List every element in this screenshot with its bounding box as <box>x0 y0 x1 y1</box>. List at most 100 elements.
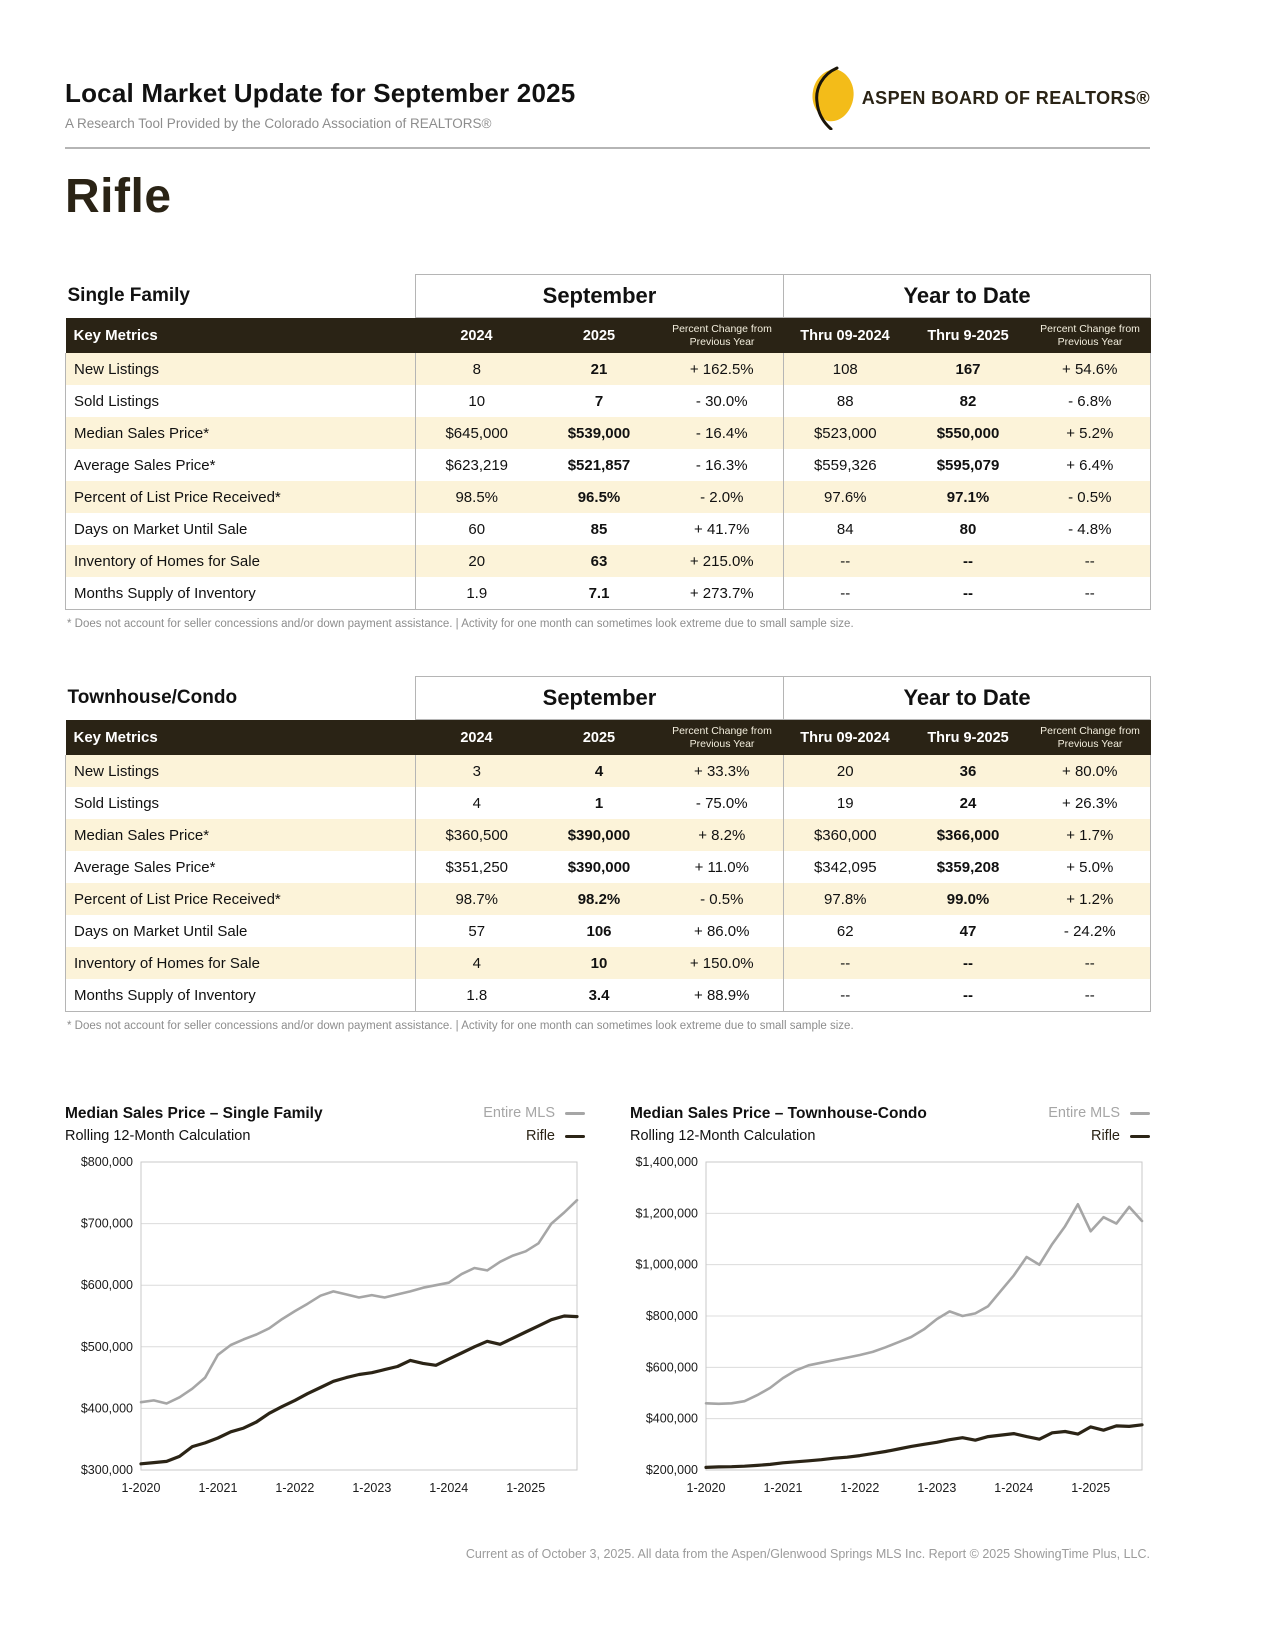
svg-text:1-2022: 1-2022 <box>275 1481 314 1495</box>
line-chart-single-family: $300,000 $400,000 $500,000 $600,000 $700,000… <box>81 1155 579 1495</box>
metric-name: Average Sales Price* <box>65 851 416 884</box>
svg-text:1-2023: 1-2023 <box>917 1481 956 1495</box>
metric-value: - 2.0% <box>660 481 784 514</box>
metric-name: Sold Listings <box>65 787 416 820</box>
metric-value: 36 <box>906 755 1030 788</box>
column-header: 2025 <box>537 719 661 756</box>
metric-value: + 80.0% <box>1029 755 1152 788</box>
column-header: Percent Change from Previous Year <box>1029 317 1151 354</box>
logo-text: ASPEN BOARD OF REALTORS® <box>861 87 1150 108</box>
legend-entry-entire-mls: Entire MLS <box>483 1105 585 1121</box>
metric-value: + 88.9% <box>660 979 784 1013</box>
column-header: Thru 9-2025 <box>906 317 1030 354</box>
chart-townhouse-condo: Median Sales Price – Townhouse-Condo Rol… <box>630 1078 1150 1507</box>
chart-title-block: Median Sales Price – Townhouse-Condo Rol… <box>630 1105 927 1144</box>
metric-value: 21 <box>537 353 661 386</box>
chart-subtitle: Rolling 12-Month Calculation <box>630 1128 816 1145</box>
metric-value: 8 <box>415 353 538 386</box>
table-month-header: September <box>414 274 785 318</box>
metric-value: -- <box>1029 979 1152 1013</box>
metric-value: $521,857 <box>537 449 661 482</box>
metric-value: + 215.0% <box>660 545 784 578</box>
metric-value: $550,000 <box>906 417 1030 450</box>
svg-text:$800,000: $800,000 <box>81 1155 133 1169</box>
metric-name: Percent of List Price Received* <box>65 481 416 514</box>
table-row: Days on Market Until Sale 57 106 + 86.0% 62 4… <box>65 915 1152 948</box>
svg-text:1-2022: 1-2022 <box>840 1481 879 1495</box>
column-header: 2024 <box>415 719 538 756</box>
svg-text:$400,000: $400,000 <box>646 1412 698 1426</box>
report-footer: Current as of October 3, 2025. All data … <box>65 1547 1150 1561</box>
table-band-row: Single Family September Year to Date <box>65 274 1152 318</box>
metric-value: 97.8% <box>783 883 907 916</box>
metric-value: - 0.5% <box>1029 481 1152 514</box>
svg-text:$200,000: $200,000 <box>646 1463 698 1477</box>
svg-text:$700,000: $700,000 <box>81 1217 133 1231</box>
metric-value: 1.8 <box>415 979 538 1013</box>
table-band-row: Townhouse/Condo September Year to Date <box>65 676 1152 721</box>
chart-header: Median Sales Price – Townhouse-Condo Rol… <box>630 1078 1150 1144</box>
metric-name: Percent of List Price Received* <box>65 883 416 916</box>
metric-value: 3 <box>415 755 538 788</box>
svg-text:$1,000,000: $1,000,000 <box>635 1258 698 1272</box>
line-chart-townhouse-condo: $200,000 $400,000 $600,000 $800,000 $1,000,0… <box>635 1155 1144 1495</box>
metric-value: - 24.2% <box>1029 915 1152 948</box>
table-row: Average Sales Price* $351,250 $390,000 + 11… <box>65 851 1152 884</box>
metric-value: 88 <box>783 385 907 418</box>
metric-value: + 162.5% <box>660 353 784 386</box>
metric-value: 99.0% <box>906 883 1030 916</box>
table-month-header: September <box>414 676 785 721</box>
metric-value: $360,000 <box>783 819 907 852</box>
metric-value: $351,250 <box>415 851 538 884</box>
table-row: Sold Listings 4 1- 75.0% 19 24 + 26.3% <box>65 787 1152 820</box>
charts-section: Median Sales Price – Single Family Rolli… <box>65 1078 1150 1507</box>
metric-value: - 16.3% <box>660 449 784 482</box>
column-header: Thru 9-2025 <box>906 719 1030 756</box>
legend-line-swatch <box>1130 1134 1150 1138</box>
table-section-label: Single Family <box>65 274 416 318</box>
svg-text:1-2025: 1-2025 <box>506 1481 545 1495</box>
leaf-stem <box>814 66 839 130</box>
column-header: Thru 09-2024 <box>783 317 907 354</box>
metric-value: + 5.0% <box>1029 851 1152 884</box>
svg-text:$500,000: $500,000 <box>81 1340 133 1354</box>
table-ytd-header: Year to Date <box>783 274 1152 318</box>
metric-value: -- <box>783 577 907 611</box>
svg-text:$1,400,000: $1,400,000 <box>635 1155 698 1169</box>
svg-text:$800,000: $800,000 <box>646 1309 698 1323</box>
metric-value: 3.4 <box>537 979 661 1013</box>
metric-value: 97.6% <box>783 481 907 514</box>
metric-value: $595,079 <box>906 449 1030 482</box>
legend-label: Entire MLS <box>1048 1105 1120 1122</box>
metric-value: 1 <box>537 787 661 820</box>
svg-text:$600,000: $600,000 <box>646 1361 698 1375</box>
svg-text:$1,200,000: $1,200,000 <box>635 1207 698 1221</box>
metric-value: 84 <box>783 513 907 546</box>
column-header: 2024 <box>415 317 538 354</box>
svg-text:1-2020: 1-2020 <box>122 1481 161 1495</box>
metric-name: Inventory of Homes for Sale <box>65 545 416 578</box>
metric-value: 98.2% <box>537 883 661 916</box>
metric-value: 10 <box>537 947 661 980</box>
metric-value: $360,500 <box>415 819 538 852</box>
metric-value: - 0.5% <box>660 883 784 916</box>
metric-value: 97.1% <box>906 481 1030 514</box>
metric-value: -- <box>783 979 907 1013</box>
table-row: Median Sales Price* $360,500 $390,000 + 8.2… <box>65 819 1152 852</box>
metric-value: + 273.7% <box>660 577 784 611</box>
chart-title-block: Median Sales Price – Single Family Rolli… <box>65 1105 323 1144</box>
metric-value: 7 <box>537 385 661 418</box>
metric-value: $559,326 <box>783 449 907 482</box>
table-row: New Listings 3 4 + 33.3% 20 36 + 80.0% <box>65 755 1152 788</box>
metric-value: 96.5% <box>537 481 661 514</box>
metric-value: $342,095 <box>783 851 907 884</box>
metric-value: 20 <box>783 755 907 788</box>
legend-entry-rifle: Rifle <box>483 1128 585 1144</box>
metric-value: + 11.0% <box>660 851 784 884</box>
table-row: Sold Listings 10 7- 30.0% 88 82- 6.8% <box>65 385 1152 418</box>
metric-value: 63 <box>537 545 661 578</box>
chart-header: Median Sales Price – Single Family Rolli… <box>65 1078 585 1144</box>
report-content: Local Market Update for September 2025 A… <box>65 66 1152 1561</box>
metric-name: Median Sales Price* <box>65 417 416 450</box>
